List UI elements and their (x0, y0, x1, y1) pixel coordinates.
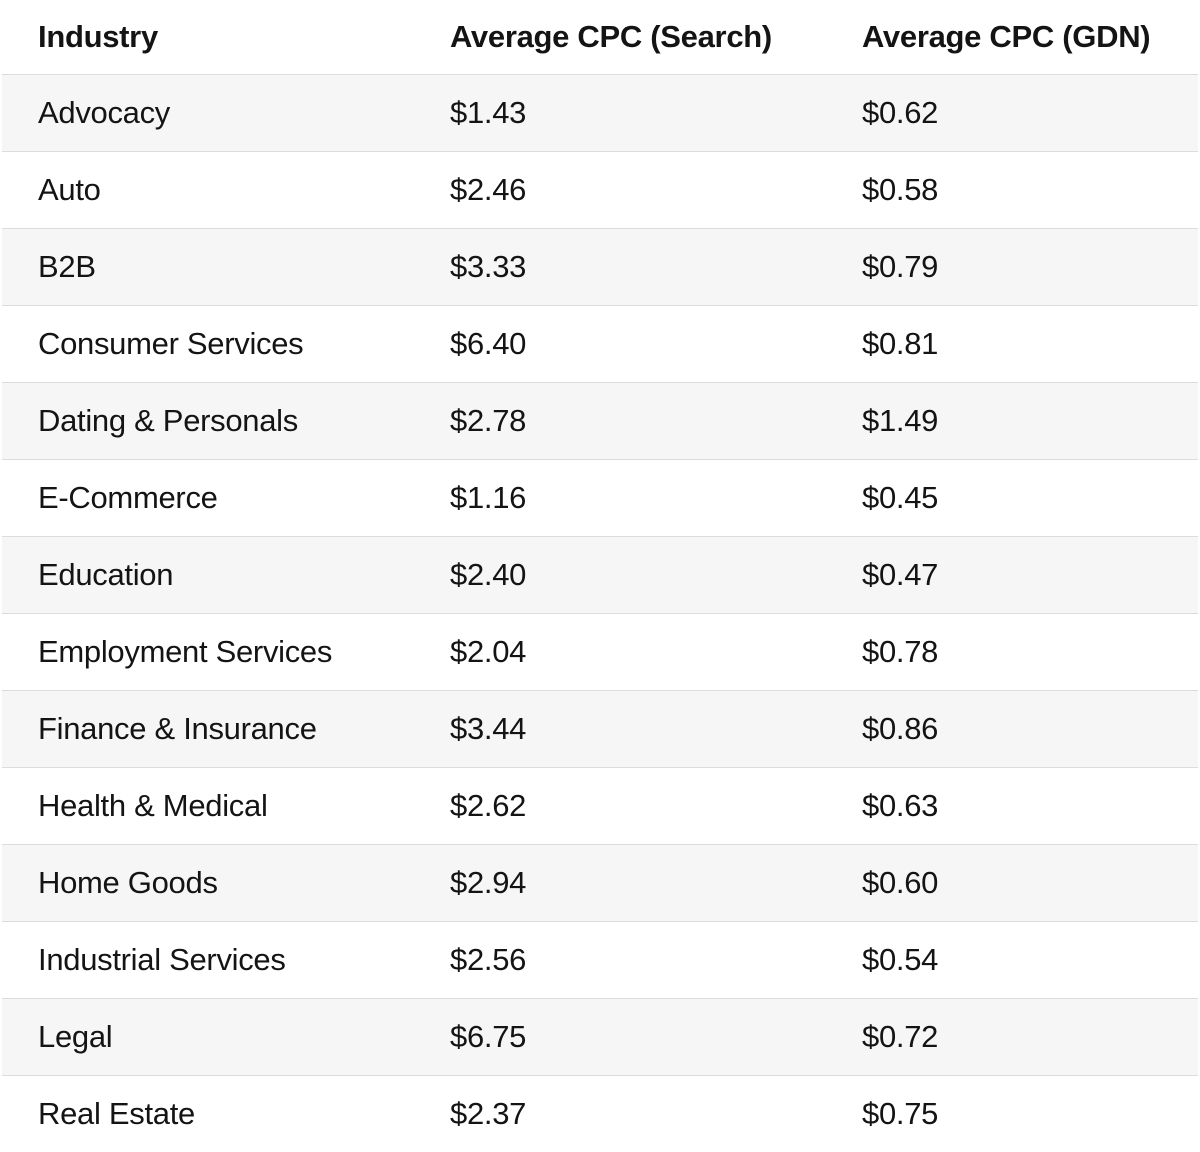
table-row: B2B$3.33$0.79 (2, 229, 1198, 306)
industry-cell: Industrial Services (2, 922, 450, 999)
industry-cell: Finance & Insurance (2, 691, 450, 768)
column-header-search-cpc: Average CPC (Search) (450, 0, 862, 75)
industry-cell: Health & Medical (2, 768, 450, 845)
column-header-industry: Industry (2, 0, 450, 75)
industry-cell: Education (2, 537, 450, 614)
search-cpc-cell: $3.33 (450, 229, 862, 306)
search-cpc-cell: $1.16 (450, 460, 862, 537)
table-row: Auto$2.46$0.58 (2, 152, 1198, 229)
industry-cell: Employment Services (2, 614, 450, 691)
table-row: E-Commerce$1.16$0.45 (2, 460, 1198, 537)
industry-cell: Consumer Services (2, 306, 450, 383)
gdn-cpc-cell: $1.49 (862, 383, 1198, 460)
search-cpc-cell: $2.40 (450, 537, 862, 614)
gdn-cpc-cell: $0.75 (862, 1076, 1198, 1152)
industry-cell: Dating & Personals (2, 383, 450, 460)
industry-cell: B2B (2, 229, 450, 306)
table-row: Advocacy$1.43$0.62 (2, 75, 1198, 152)
search-cpc-cell: $2.04 (450, 614, 862, 691)
gdn-cpc-cell: $0.60 (862, 845, 1198, 922)
gdn-cpc-cell: $0.62 (862, 75, 1198, 152)
search-cpc-cell: $2.56 (450, 922, 862, 999)
table-row: Home Goods$2.94$0.60 (2, 845, 1198, 922)
gdn-cpc-cell: $0.63 (862, 768, 1198, 845)
table-row: Real Estate$2.37$0.75 (2, 1076, 1198, 1152)
search-cpc-cell: $6.40 (450, 306, 862, 383)
search-cpc-cell: $1.43 (450, 75, 862, 152)
industry-cell: Legal (2, 999, 450, 1076)
search-cpc-cell: $2.37 (450, 1076, 862, 1152)
search-cpc-cell: $3.44 (450, 691, 862, 768)
gdn-cpc-cell: $0.47 (862, 537, 1198, 614)
header-row: Industry Average CPC (Search) Average CP… (2, 0, 1198, 75)
gdn-cpc-cell: $0.78 (862, 614, 1198, 691)
table-row: Dating & Personals$2.78$1.49 (2, 383, 1198, 460)
gdn-cpc-cell: $0.81 (862, 306, 1198, 383)
column-header-gdn-cpc: Average CPC (GDN) (862, 0, 1198, 75)
gdn-cpc-cell: $0.45 (862, 460, 1198, 537)
table-row: Employment Services$2.04$0.78 (2, 614, 1198, 691)
table-row: Health & Medical$2.62$0.63 (2, 768, 1198, 845)
gdn-cpc-cell: $0.86 (862, 691, 1198, 768)
table-row: Consumer Services$6.40$0.81 (2, 306, 1198, 383)
search-cpc-cell: $2.94 (450, 845, 862, 922)
industry-cell: Home Goods (2, 845, 450, 922)
table-row: Legal$6.75$0.72 (2, 999, 1198, 1076)
industry-cell: Auto (2, 152, 450, 229)
gdn-cpc-cell: $0.58 (862, 152, 1198, 229)
search-cpc-cell: $2.78 (450, 383, 862, 460)
industry-cell: E-Commerce (2, 460, 450, 537)
industry-cell: Real Estate (2, 1076, 450, 1152)
industry-cell: Advocacy (2, 75, 450, 152)
search-cpc-cell: $2.62 (450, 768, 862, 845)
gdn-cpc-cell: $0.79 (862, 229, 1198, 306)
gdn-cpc-cell: $0.72 (862, 999, 1198, 1076)
search-cpc-cell: $6.75 (450, 999, 862, 1076)
table-header: Industry Average CPC (Search) Average CP… (2, 0, 1198, 75)
table-row: Industrial Services$2.56$0.54 (2, 922, 1198, 999)
table-row: Education$2.40$0.47 (2, 537, 1198, 614)
table-row: Finance & Insurance$3.44$0.86 (2, 691, 1198, 768)
search-cpc-cell: $2.46 (450, 152, 862, 229)
gdn-cpc-cell: $0.54 (862, 922, 1198, 999)
